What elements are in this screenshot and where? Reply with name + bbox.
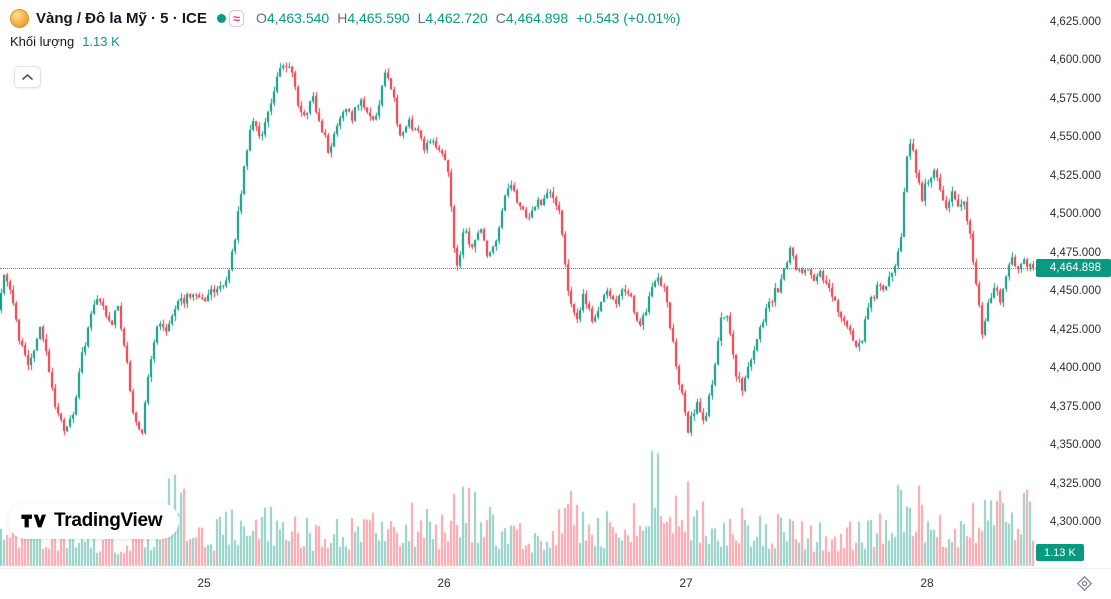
- price-axis-label: 4,475.000: [1049, 246, 1101, 259]
- price-axis[interactable]: 4,464.898 1.13 K 4,625.000 4,600.000 4,575…: [1036, 0, 1111, 568]
- high-value: 4,465.590: [347, 10, 410, 26]
- open-label: O: [256, 10, 267, 26]
- price-axis-label: 4,500.000: [1049, 208, 1101, 221]
- chart-legend: Vàng / Đô la Mỹ · 5 · ICE ≈ O4,463.540 H…: [10, 6, 680, 49]
- price-axis-label: 4,450.000: [1049, 285, 1101, 298]
- last-price-line: [0, 268, 1036, 269]
- change-value: +0.543 (+0.01%): [576, 10, 681, 26]
- symbol-logo-icon: [10, 8, 29, 28]
- symbol-row: Vàng / Đô la Mỹ · 5 · ICE ≈ O4,463.540 H…: [10, 6, 680, 30]
- candlestick-chart-canvas[interactable]: [0, 0, 1036, 568]
- high-label: H: [337, 10, 348, 26]
- volume-label[interactable]: Khối lượng: [10, 34, 75, 49]
- tradingview-logo[interactable]: TradingView: [8, 503, 180, 539]
- delayed-data-badge[interactable]: ≈: [228, 9, 244, 27]
- time-axis-label: 26: [437, 576, 451, 590]
- price-axis-label: 4,350.000: [1049, 439, 1101, 452]
- low-label: L: [417, 10, 426, 26]
- tradingview-logo-icon: [21, 514, 46, 528]
- high-pair: H4,465.590: [337, 10, 409, 26]
- last-price-badge: 4,464.898: [1036, 259, 1111, 278]
- collapse-legend-button[interactable]: [14, 66, 41, 88]
- ohlc-values: O4,463.540 H4,465.590 L4,462.720 C4,464.…: [256, 10, 680, 26]
- price-axis-label: 4,300.000: [1049, 516, 1101, 528]
- price-axis-label: 4,425.000: [1049, 323, 1101, 336]
- price-axis-label: 4,325.000: [1049, 477, 1101, 490]
- price-axis-label: 4,625.000: [1049, 16, 1101, 28]
- low-value: 4,462.720: [425, 10, 488, 26]
- price-axis-label: 4,400.000: [1049, 362, 1101, 375]
- close-value: 4,464.898: [505, 10, 569, 26]
- chevron-up-icon: [22, 74, 33, 80]
- time-axis-label: 25: [197, 576, 211, 590]
- open-pair: O4,463.540: [256, 10, 329, 26]
- price-axis-label: 4,550.000: [1049, 131, 1101, 144]
- market-status-dot-icon: [216, 13, 226, 23]
- time-axis[interactable]: 25 26 27 28: [0, 568, 1111, 599]
- symbol-title[interactable]: Vàng / Đô la Mỹ · 5 · ICE: [36, 9, 207, 27]
- volume-badge: 1.13 K: [1036, 544, 1084, 561]
- volume-row: Khối lượng 1.13 K: [10, 34, 680, 49]
- price-axis-label: 4,375.000: [1049, 400, 1101, 413]
- price-axis-label: 4,575.000: [1049, 92, 1101, 105]
- close-pair: C4,464.898: [496, 10, 568, 26]
- close-label: C: [495, 10, 506, 26]
- volume-value: 1.13 K: [82, 34, 120, 49]
- tradingview-logo-text: TradingView: [54, 510, 163, 531]
- time-axis-label: 28: [920, 576, 934, 590]
- time-axis-label: 27: [679, 576, 693, 590]
- low-pair: L4,462.720: [418, 10, 488, 26]
- price-axis-label: 4,525.000: [1049, 169, 1101, 182]
- open-value: 4,463.540: [266, 10, 330, 26]
- chart-settings-icon[interactable]: [1076, 575, 1094, 593]
- price-axis-label: 4,600.000: [1049, 54, 1101, 67]
